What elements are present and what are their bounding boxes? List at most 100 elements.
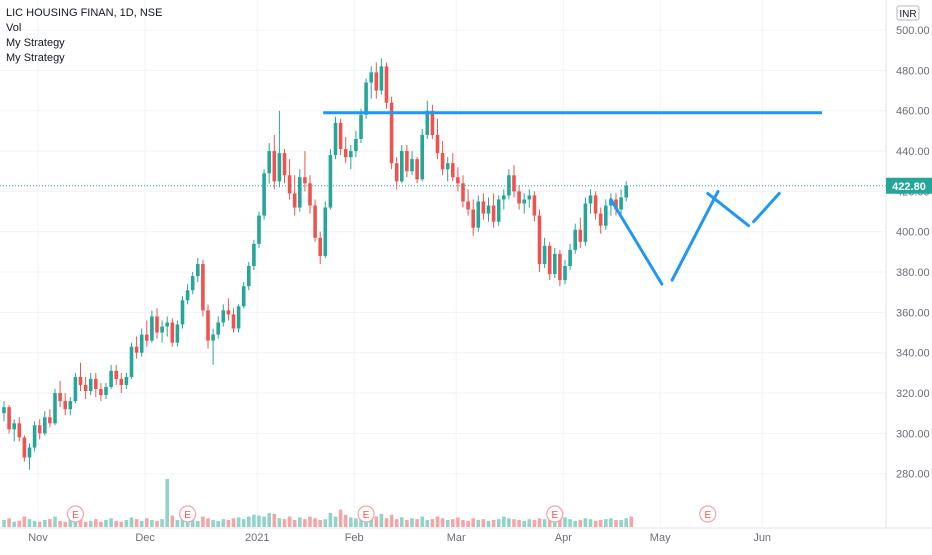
candle-body (537, 215, 542, 264)
time-tick-label: May (650, 532, 671, 544)
volume-bar (236, 517, 241, 527)
volume-bar (553, 520, 557, 527)
price-tick-label: 400.00 (896, 227, 930, 239)
candle-body (99, 389, 103, 396)
volume-bar (109, 518, 113, 527)
price-tick-label: 380.00 (896, 267, 930, 279)
candle-body (94, 378, 98, 390)
candle-body (165, 322, 169, 327)
candle-body (292, 193, 297, 208)
volume-bar (333, 516, 338, 527)
candle-body (267, 151, 271, 174)
candle-body (287, 175, 292, 194)
volume-bar (257, 515, 261, 527)
candle-body (338, 122, 343, 150)
candle-body (512, 175, 516, 192)
candle-body (282, 153, 287, 176)
volume-bar (379, 513, 384, 527)
price-tick-label: 440.00 (896, 146, 930, 158)
price-tick-label: 460.00 (896, 106, 930, 118)
candle-body (272, 151, 277, 182)
candle-body (517, 191, 521, 204)
candle-body (206, 310, 210, 341)
price-axis[interactable]: 280.00 300.00 320.00 340.00 360.00 380.00 400.… (885, 0, 932, 528)
candle-body (2, 407, 6, 414)
volume-bar (604, 519, 608, 527)
volume-bar (507, 518, 511, 527)
last-price-label: 422.80 (892, 181, 926, 193)
candle-body (343, 149, 348, 158)
candle-body (369, 72, 373, 83)
volume-bar (313, 518, 317, 527)
volume-bar (343, 514, 348, 527)
candle-body (425, 110, 430, 135)
candle-body (563, 266, 567, 281)
strategy-label-1[interactable]: My Strategy (6, 37, 65, 49)
volume-bar (17, 520, 22, 527)
strategy-label-2[interactable]: My Strategy (6, 52, 65, 64)
candle-body (88, 378, 93, 392)
volume-bar (114, 520, 118, 527)
candle-body (593, 195, 598, 214)
candle-body (359, 114, 363, 139)
candle-body (48, 417, 52, 424)
legend: LIC HOUSING FINAN, 1D, NSE Vol My Strate… (6, 6, 162, 66)
time-axis[interactable]: Nov Dec 2021 Feb Mar Apr May Jun (0, 527, 932, 544)
candle-body (430, 110, 435, 135)
volume-bar (241, 519, 246, 527)
candle-body (451, 163, 455, 178)
volume-bar (425, 520, 430, 527)
earnings-marker-label: E (363, 510, 370, 521)
volume-bar (349, 517, 353, 527)
volume-bars (2, 479, 634, 527)
volume-bar (323, 519, 328, 527)
candle-body (323, 207, 328, 256)
volume-bar (27, 519, 32, 527)
volume-bar (456, 517, 460, 527)
volume-bar (124, 520, 129, 527)
price-tick-label: 340.00 (896, 348, 930, 360)
candle-body (379, 66, 384, 91)
down-leg-right-trendline (706, 191, 751, 228)
volume-bar (272, 513, 277, 527)
volume-bar (578, 520, 583, 527)
volume-bar (629, 516, 634, 527)
down-leg-left-trendline (609, 197, 664, 286)
volume-bar (328, 513, 333, 527)
volume-bar (216, 520, 220, 527)
candle-body (17, 423, 22, 438)
candle-body (104, 386, 108, 396)
volume-bar (532, 520, 537, 527)
candle-body (394, 163, 399, 182)
candle-body (7, 407, 11, 430)
candle-body (303, 177, 307, 184)
candle-body (578, 229, 583, 242)
drawings[interactable] (323, 111, 822, 286)
candle-body (466, 201, 470, 210)
volume-bar (226, 520, 231, 527)
candle-body (124, 376, 129, 385)
volume-bar (502, 516, 506, 527)
candle-body (507, 175, 511, 196)
volume-bar (170, 515, 175, 527)
volume-indicator-label[interactable]: Vol (6, 22, 22, 34)
candle-body (109, 370, 113, 387)
volume-bar (461, 520, 465, 527)
candle-body (349, 151, 353, 158)
volume-bar (252, 514, 256, 527)
candle-body (568, 249, 572, 267)
candle-body (558, 253, 562, 281)
candle-body (180, 300, 185, 325)
symbol-title[interactable]: LIC HOUSING FINAN, 1D, NSE (6, 7, 163, 19)
candle-body (247, 266, 251, 287)
candle-body (308, 183, 312, 206)
candle-body (400, 151, 404, 182)
volume-bar (573, 520, 577, 527)
candle-body (318, 237, 322, 256)
volume-bar (58, 520, 62, 527)
candle-body (609, 199, 613, 206)
candle-body (354, 138, 358, 152)
candle-body (119, 378, 124, 385)
